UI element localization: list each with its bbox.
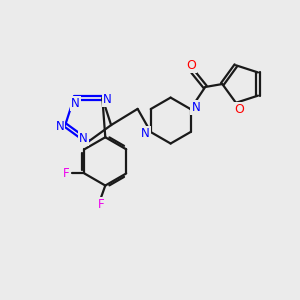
Text: N: N [80, 132, 88, 145]
Text: N: N [141, 127, 150, 140]
Text: O: O [234, 103, 244, 116]
Text: F: F [63, 167, 70, 180]
Text: N: N [56, 120, 64, 133]
Text: N: N [191, 101, 200, 114]
Text: F: F [98, 198, 104, 211]
Text: N: N [71, 97, 80, 110]
Text: O: O [186, 59, 196, 72]
Text: N: N [103, 93, 112, 106]
